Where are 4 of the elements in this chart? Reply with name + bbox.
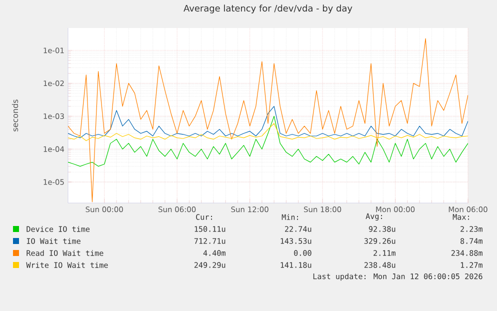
line-series: [68, 106, 468, 138]
line-series: [68, 116, 468, 167]
line-series: [68, 123, 468, 142]
chart-title: Average latency for /dev/vda - by day: [184, 4, 352, 14]
